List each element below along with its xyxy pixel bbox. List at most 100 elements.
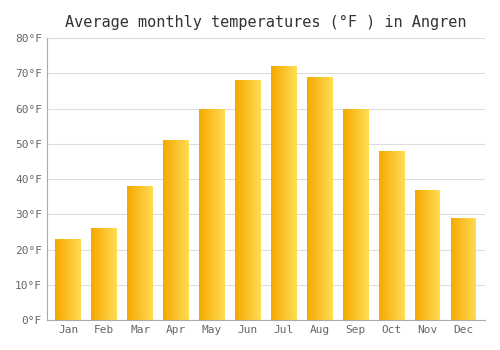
Bar <box>216 108 217 320</box>
Bar <box>134 186 135 320</box>
Bar <box>294 66 295 320</box>
Bar <box>252 80 253 320</box>
Bar <box>362 108 363 320</box>
Bar <box>366 108 368 320</box>
Bar <box>284 66 285 320</box>
Bar <box>285 66 286 320</box>
Bar <box>416 190 417 320</box>
Bar <box>296 66 297 320</box>
Bar <box>141 186 142 320</box>
Bar <box>248 80 250 320</box>
Bar <box>116 229 117 320</box>
Bar <box>402 151 404 320</box>
Bar <box>137 186 138 320</box>
Bar <box>175 140 176 320</box>
Bar <box>58 239 59 320</box>
Bar <box>111 229 112 320</box>
Bar <box>398 151 400 320</box>
Bar <box>260 80 261 320</box>
Bar <box>378 151 380 320</box>
Bar <box>325 77 326 320</box>
Bar <box>253 80 254 320</box>
Bar <box>389 151 390 320</box>
Bar <box>239 80 240 320</box>
Bar <box>286 66 287 320</box>
Bar <box>202 108 203 320</box>
Bar <box>307 77 308 320</box>
Bar <box>434 190 436 320</box>
Bar <box>100 229 101 320</box>
Bar <box>67 239 68 320</box>
Bar <box>426 190 427 320</box>
Bar <box>186 140 187 320</box>
Bar <box>314 77 316 320</box>
Bar <box>219 108 220 320</box>
Bar <box>282 66 283 320</box>
Bar <box>65 239 66 320</box>
Bar <box>77 239 78 320</box>
Bar <box>133 186 134 320</box>
Bar <box>290 66 291 320</box>
Bar <box>424 190 425 320</box>
Bar <box>78 239 79 320</box>
Bar <box>457 218 458 320</box>
Bar <box>72 239 73 320</box>
Bar <box>385 151 386 320</box>
Bar <box>98 229 99 320</box>
Bar <box>204 108 205 320</box>
Bar <box>464 218 466 320</box>
Bar <box>150 186 151 320</box>
Bar <box>329 77 330 320</box>
Bar <box>254 80 255 320</box>
Bar <box>283 66 284 320</box>
Bar <box>101 229 102 320</box>
Bar <box>310 77 311 320</box>
Bar <box>386 151 387 320</box>
Bar <box>256 80 257 320</box>
Bar <box>207 108 208 320</box>
Bar <box>199 108 200 320</box>
Bar <box>185 140 186 320</box>
Bar <box>451 218 452 320</box>
Bar <box>276 66 277 320</box>
Bar <box>238 80 239 320</box>
Bar <box>468 218 469 320</box>
Bar <box>295 66 296 320</box>
Bar <box>144 186 145 320</box>
Bar <box>167 140 168 320</box>
Bar <box>317 77 318 320</box>
Bar <box>240 80 241 320</box>
Bar <box>71 239 72 320</box>
Title: Average monthly temperatures (°F ) in Angren: Average monthly temperatures (°F ) in An… <box>65 15 466 30</box>
Bar <box>107 229 108 320</box>
Bar <box>365 108 366 320</box>
Bar <box>425 190 426 320</box>
Bar <box>287 66 288 320</box>
Bar <box>148 186 150 320</box>
Bar <box>129 186 130 320</box>
Bar <box>292 66 293 320</box>
Bar <box>188 140 189 320</box>
Bar <box>244 80 246 320</box>
Bar <box>217 108 218 320</box>
Bar <box>210 108 211 320</box>
Bar <box>312 77 314 320</box>
Bar <box>471 218 472 320</box>
Bar <box>454 218 455 320</box>
Bar <box>277 66 278 320</box>
Bar <box>460 218 461 320</box>
Bar <box>64 239 65 320</box>
Bar <box>139 186 140 320</box>
Bar <box>330 77 331 320</box>
Bar <box>80 239 82 320</box>
Bar <box>319 77 320 320</box>
Bar <box>414 190 416 320</box>
Bar <box>97 229 98 320</box>
Bar <box>112 229 114 320</box>
Bar <box>439 190 440 320</box>
Bar <box>382 151 383 320</box>
Bar <box>383 151 384 320</box>
Bar <box>274 66 275 320</box>
Bar <box>108 229 109 320</box>
Bar <box>110 229 111 320</box>
